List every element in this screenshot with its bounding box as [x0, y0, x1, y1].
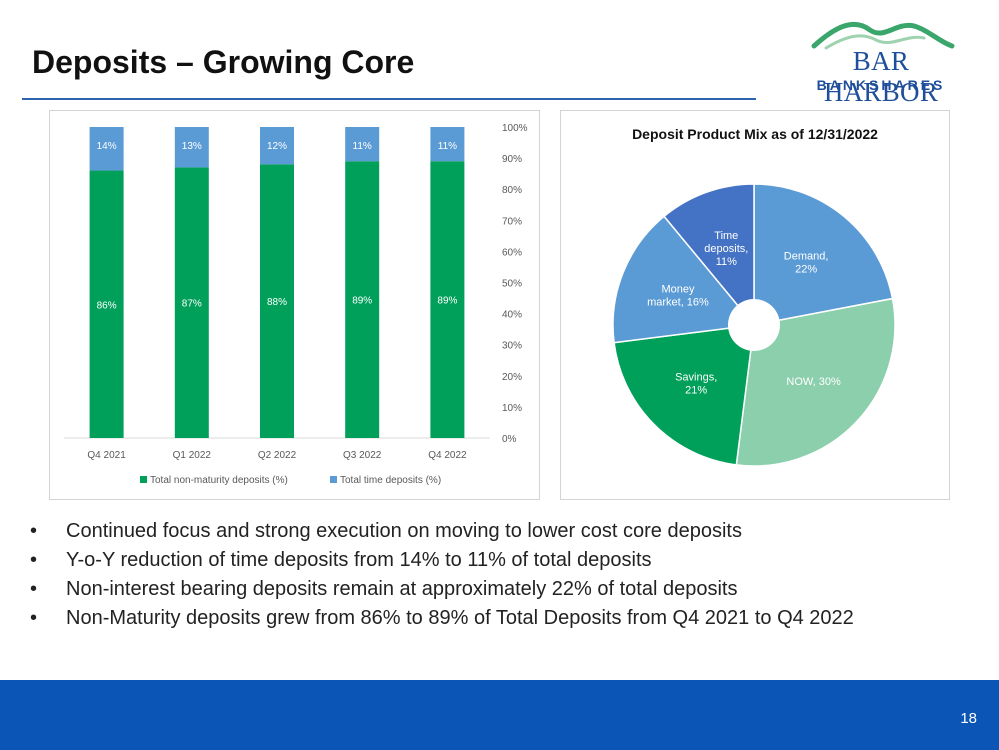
y-tick-label: 100% — [502, 123, 528, 134]
bullet-list: • Continued focus and strong execution on… — [30, 517, 854, 633]
bar-data-label: 13% — [182, 141, 202, 152]
x-tick-label: Q4 2022 — [428, 450, 467, 461]
bar-non-maturity — [260, 164, 294, 438]
bullet-item: • Y-o-Y reduction of time deposits from 1… — [30, 549, 652, 571]
bar-non-maturity — [174, 167, 209, 438]
footer-bar: 18 — [0, 680, 999, 750]
mountain-logo-icon — [811, 21, 955, 50]
pie-title: Deposit Product Mix as of 12/31/2022 — [632, 126, 878, 142]
bullet-text: Non-Maturity deposits grew from 86% to 8… — [66, 607, 854, 629]
x-tick-label: Q3 2022 — [343, 450, 382, 461]
bar-non-maturity — [430, 161, 465, 438]
pie-slice-savings — [613, 324, 755, 466]
pie-slice-demand — [753, 183, 894, 326]
bar-time-deposits — [430, 127, 465, 162]
bar-time-deposits — [345, 127, 380, 162]
pie-slice-time-deposits — [663, 183, 755, 328]
pie-slice-label: Demand, 22% — [784, 250, 829, 275]
bar-data-label: 89% — [352, 296, 372, 307]
donut-hole — [728, 299, 780, 351]
bar-time-deposits — [260, 127, 294, 165]
pie-chart-panel: Deposit Product Mix as of 12/31/2022 Dema… — [560, 110, 950, 500]
x-tick-label: Q4 2021 — [87, 450, 126, 461]
deposit-mix-pie-chart: Deposit Product Mix as of 12/31/2022 Dema… — [612, 126, 896, 467]
y-tick-label: 0% — [502, 434, 517, 445]
legend-label: Total time deposits (%) — [340, 475, 441, 486]
logo-line2: BANKSHARES — [816, 77, 946, 93]
y-tick-label: 30% — [502, 341, 522, 352]
bullet-text: Y-o-Y reduction of time deposits from 14… — [66, 549, 652, 571]
y-tick-label: 40% — [502, 310, 522, 321]
legend-swatch — [140, 476, 147, 483]
bar-time-deposits — [89, 127, 124, 171]
bank-logo: BAR HARBOR BANKSHARES — [796, 12, 966, 107]
title-divider — [22, 98, 756, 100]
bar-data-label: 11% — [353, 141, 372, 152]
bullet-item: • Continued focus and strong execution on… — [30, 520, 742, 542]
page-number: 18 — [960, 710, 977, 727]
bar-non-maturity — [345, 161, 380, 438]
y-tick-label: 80% — [502, 185, 522, 196]
bullet-item: • Non-interest bearing deposits remain at… — [30, 578, 738, 600]
pie-slice-label: Money market, 16% — [647, 283, 709, 308]
bar-data-label: 11% — [438, 141, 457, 152]
pie-slice-label: NOW, 30% — [786, 376, 841, 388]
bullet-text: Continued focus and strong execution on … — [66, 520, 742, 542]
pie-slice-money-market — [612, 215, 756, 344]
bar-non-maturity — [89, 170, 124, 438]
pie-slice-label: Time deposits, 11% — [704, 230, 748, 268]
bar-data-label: 14% — [97, 141, 117, 152]
pie-slice-label: Savings, 21% — [675, 371, 717, 396]
bar-data-label: 12% — [267, 141, 287, 152]
pie-slice-now — [735, 297, 896, 467]
y-tick-label: 10% — [502, 403, 522, 414]
stacked-bar-chart: 0% 10% 20% 30% 40% 50% 60% 70% 80% 90% 100% 86% 14% Q… — [64, 123, 528, 486]
y-tick-label: 20% — [502, 372, 522, 383]
logo-line1: BAR HARBOR — [823, 46, 939, 107]
y-tick-label: 70% — [502, 216, 522, 227]
stacked-bar-chart-panel: 0% 10% 20% 30% 40% 50% 60% 70% 80% 90% 100% 86% 14% Q… — [49, 110, 540, 500]
bar-data-label: 88% — [267, 297, 287, 308]
bar-data-label: 86% — [97, 300, 117, 311]
legend-swatch — [330, 476, 337, 483]
bullet-item: • Non-Maturity deposits grew from 86% to … — [30, 607, 854, 629]
bar-time-deposits — [174, 127, 209, 168]
y-tick-label: 90% — [502, 154, 522, 165]
slide-title: Deposits – Growing Core — [32, 44, 415, 80]
bullet-text: Non-interest bearing deposits remain at … — [66, 578, 738, 600]
bar-data-label: 87% — [182, 299, 202, 310]
x-tick-label: Q2 2022 — [258, 450, 297, 461]
chart-legend: Total non-maturity deposits (%) Total tim… — [140, 475, 441, 486]
y-tick-label: 50% — [502, 279, 522, 290]
legend-label: Total non-maturity deposits (%) — [150, 475, 288, 486]
x-tick-label: Q1 2022 — [173, 450, 212, 461]
bar-data-label: 89% — [437, 296, 457, 307]
y-tick-label: 60% — [502, 247, 522, 258]
